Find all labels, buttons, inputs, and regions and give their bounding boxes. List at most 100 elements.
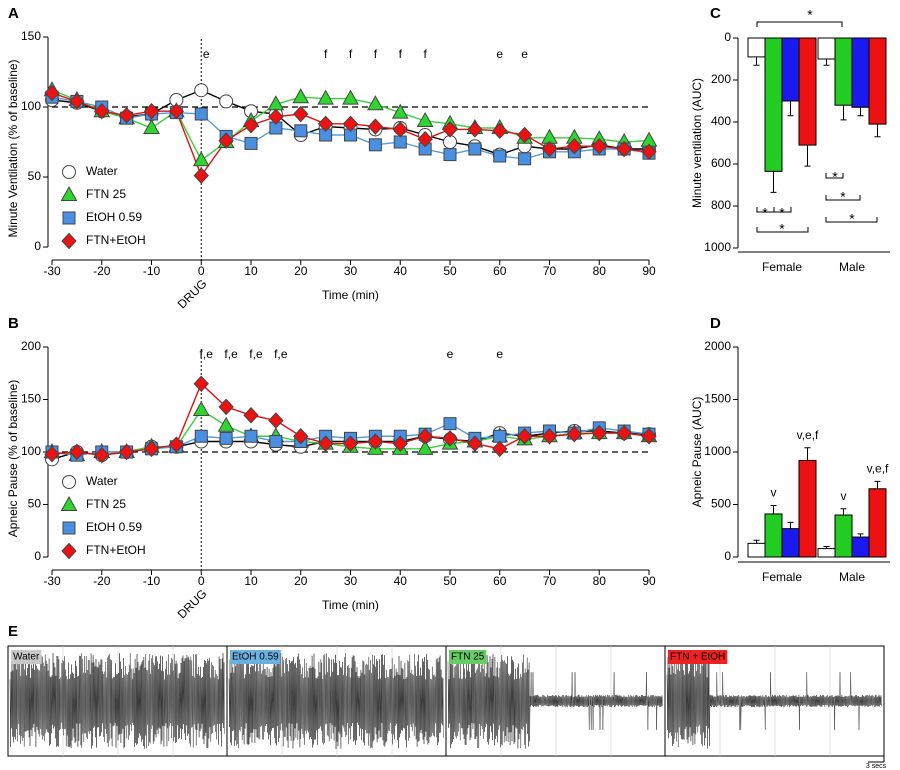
- marker: [69, 443, 85, 461]
- marker: [342, 435, 359, 452]
- x-tick-label: Female: [762, 260, 802, 274]
- marker: [217, 416, 235, 432]
- error-bar: [874, 124, 881, 138]
- trace-label-bg: [668, 650, 728, 664]
- y-tick-label: 400: [711, 114, 731, 128]
- legend-marker: [61, 542, 77, 560]
- y-tick-label: 50: [28, 169, 42, 183]
- marker: [616, 424, 632, 442]
- event-label: DRUG: [175, 586, 210, 621]
- error-bar: [804, 447, 811, 461]
- annotation: f: [349, 47, 353, 61]
- significance-bracket: [825, 195, 861, 201]
- y-tick-label: 150: [21, 29, 41, 43]
- marker: [516, 126, 533, 144]
- marker: [393, 135, 407, 149]
- error-bar: [804, 145, 811, 167]
- x-tick-label: Male: [839, 570, 865, 584]
- significance-star: *: [762, 205, 768, 221]
- marker: [493, 149, 507, 163]
- trace: [447, 653, 663, 749]
- x-tick-label: 80: [593, 264, 607, 278]
- panel-label: B: [8, 315, 19, 332]
- x-axis-label: Time (min): [322, 598, 379, 612]
- x-tick-label: Male: [839, 260, 865, 274]
- error-bar: [753, 539, 760, 544]
- scale-bar: [868, 744, 885, 763]
- trace: [228, 653, 444, 750]
- y-axis-label: Minute Ventilation (% of baseline): [6, 59, 20, 237]
- error-bar: [770, 171, 777, 193]
- y-tick-label: 150: [21, 392, 41, 406]
- y-tick-label: 0: [724, 549, 731, 563]
- marker: [616, 140, 632, 158]
- marker: [168, 102, 185, 120]
- error-bar: [787, 101, 794, 117]
- annotation: f,e: [274, 347, 288, 361]
- y-tick-label: 0: [34, 239, 41, 253]
- marker: [391, 103, 409, 119]
- y-tick-label: 0: [34, 549, 41, 563]
- marker: [467, 121, 483, 138]
- legend-label: FTN+EtOH: [86, 543, 146, 557]
- y-tick-label: 100: [21, 99, 41, 113]
- bar: [834, 514, 853, 558]
- marker: [342, 115, 359, 133]
- x-tick-label: 20: [294, 264, 308, 278]
- bar: [764, 513, 783, 558]
- y-tick-label: 600: [711, 156, 731, 170]
- annotation: f,e: [200, 347, 214, 361]
- significance-star: *: [840, 189, 846, 205]
- x-tick-label: 50: [443, 264, 457, 278]
- bar: [781, 528, 800, 558]
- y-tick-label: 100: [21, 444, 41, 458]
- marker: [367, 433, 384, 450]
- marker: [443, 148, 457, 162]
- annotation: e: [447, 347, 454, 361]
- bar-label: v,e,f: [867, 462, 889, 476]
- error-bar: [753, 56, 760, 66]
- legend-marker: [61, 232, 77, 250]
- trace-label: FTN 25: [451, 652, 485, 663]
- marker: [541, 140, 558, 158]
- x-tick-label: 0: [198, 264, 205, 278]
- marker: [367, 118, 384, 135]
- marker: [244, 429, 258, 443]
- significance-star: *: [807, 7, 813, 23]
- y-axis-label: Apneic Pause (AUC): [690, 397, 704, 508]
- bar: [851, 536, 870, 558]
- x-tick-label: 80: [593, 574, 607, 588]
- marker: [443, 417, 457, 431]
- bar-label: v: [771, 486, 777, 500]
- marker: [641, 143, 657, 161]
- legend-marker: [60, 495, 78, 511]
- x-tick-label: 30: [344, 574, 358, 588]
- x-tick-label: 10: [244, 574, 258, 588]
- y-tick-label: 800: [711, 198, 731, 212]
- legend-label: FTN 25: [86, 497, 126, 511]
- annotation: f: [423, 47, 427, 61]
- marker: [541, 428, 558, 445]
- bar: [868, 488, 887, 558]
- x-tick-label: 0: [198, 574, 205, 588]
- x-tick-label: -20: [93, 574, 111, 588]
- x-tick-label: 60: [493, 574, 507, 588]
- error-bar: [857, 533, 864, 538]
- annotation: e: [496, 347, 503, 361]
- x-tick-label: 10: [244, 264, 258, 278]
- marker: [293, 105, 309, 123]
- x-tick-label: 40: [394, 574, 408, 588]
- marker: [143, 118, 160, 134]
- bar: [747, 542, 766, 558]
- scale-label: 3 secs: [866, 763, 887, 770]
- y-axis-label: Apneic Pause (% of baseline): [6, 380, 20, 537]
- annotation: f: [374, 47, 378, 61]
- bar: [868, 37, 887, 125]
- trace-label-bg: [230, 650, 281, 664]
- bar: [747, 37, 766, 58]
- legend-marker: [62, 475, 76, 489]
- error-bar: [787, 521, 794, 529]
- y-tick-label: 1000: [704, 240, 731, 254]
- marker: [193, 375, 209, 392]
